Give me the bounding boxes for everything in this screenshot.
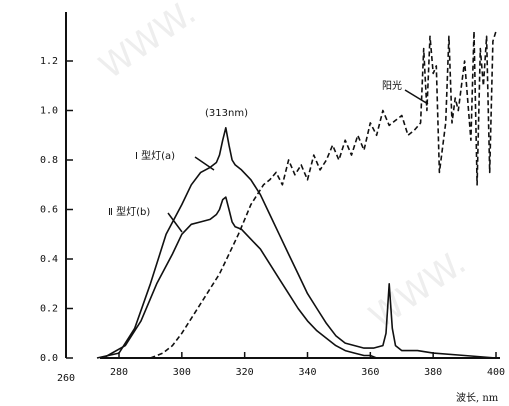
series-line-3 bbox=[150, 30, 497, 359]
x-tick-label: 260 bbox=[57, 373, 75, 384]
x-tick-label: 380 bbox=[424, 367, 442, 378]
series-line-2 bbox=[102, 196, 377, 359]
x-tick-label: 320 bbox=[236, 367, 254, 378]
svg-text:WWW.: WWW. bbox=[362, 243, 473, 338]
y-tick-label: 1.2 bbox=[40, 56, 58, 67]
x-tick-label: 300 bbox=[173, 367, 191, 378]
y-tick-label: 0.0 bbox=[40, 353, 58, 364]
series-a-leader bbox=[194, 156, 215, 171]
y-tick-label: 1.0 bbox=[40, 106, 58, 117]
y-tick-label: 0.6 bbox=[40, 205, 58, 216]
x-axis-label: 波长, nm bbox=[456, 391, 499, 404]
x-tick-label: 360 bbox=[361, 367, 379, 378]
x-tick-label: 340 bbox=[298, 367, 316, 378]
sun-label: 阳光 bbox=[382, 79, 402, 92]
series-layer bbox=[96, 30, 497, 359]
series-line-1 bbox=[96, 127, 497, 359]
annotations: (313nm) Ⅰ 型灯(a) Ⅱ 型灯(b) 阳光 bbox=[108, 79, 429, 233]
sun-leader bbox=[404, 89, 429, 105]
series-b-label: Ⅱ 型灯(b) bbox=[108, 205, 150, 218]
series-b-leader bbox=[167, 212, 183, 233]
y-tick-label: 0.4 bbox=[40, 254, 58, 265]
x-tick-label: 400 bbox=[487, 367, 505, 378]
x-tick-label: 280 bbox=[110, 367, 128, 378]
y-tick-label: 0.2 bbox=[40, 304, 58, 315]
series-a-label: Ⅰ 型灯(a) bbox=[135, 149, 175, 162]
y-ticks: 0.0 0.2 0.4 0.6 0.8 1.0 1.2 bbox=[40, 56, 73, 364]
y-tick-label: 0.8 bbox=[40, 155, 58, 166]
x-ticks: 260 280 300 320 340 360 380 400 bbox=[57, 352, 505, 384]
peak-annotation: (313nm) bbox=[205, 108, 248, 119]
svg-text:WWW.: WWW. bbox=[92, 0, 203, 87]
